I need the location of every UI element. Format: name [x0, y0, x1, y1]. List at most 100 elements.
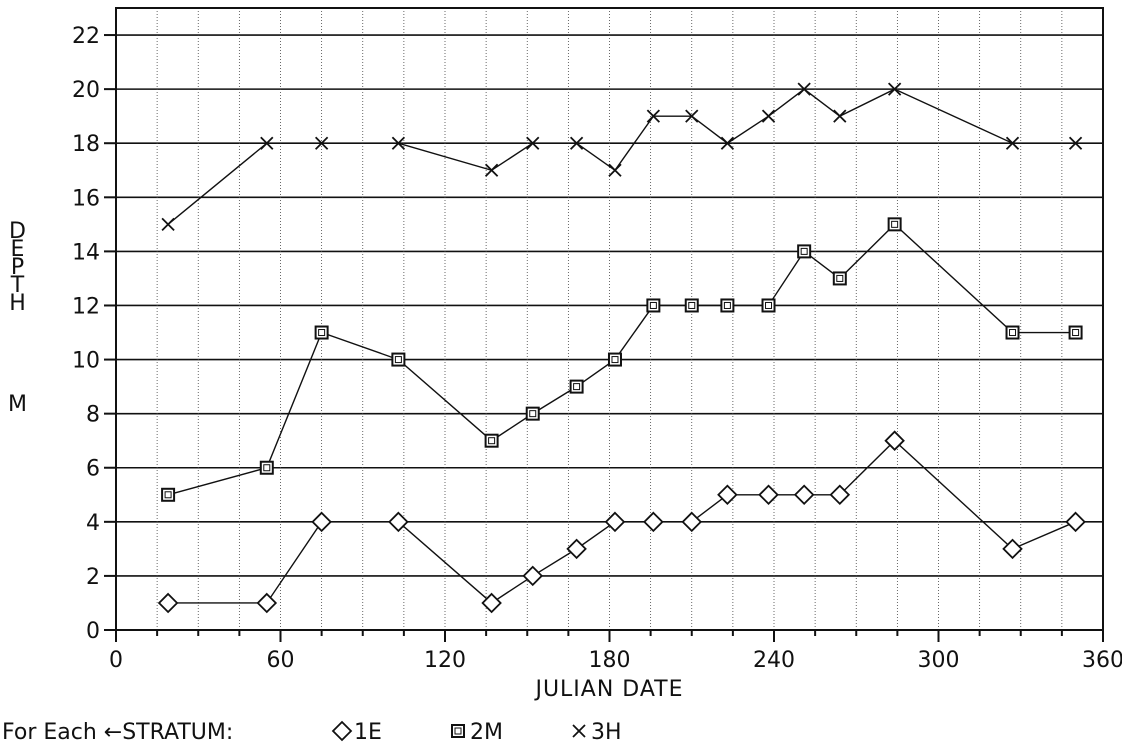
- data-point-x-stroke: [484, 163, 499, 177]
- data-point-x: [685, 109, 699, 123]
- legend-item-1E: 1E: [331, 720, 382, 745]
- data-point-square: [761, 298, 776, 313]
- grid: [116, 8, 1103, 630]
- y-tick-label: 16: [72, 186, 100, 211]
- legend-items: 1E 2M 3H: [331, 720, 622, 745]
- legend-label: 2M: [470, 720, 503, 745]
- series-3H: [161, 82, 1083, 231]
- y-axis-unit: M: [8, 392, 28, 417]
- y-tick-label: 14: [72, 240, 100, 265]
- data-point-square: [1068, 325, 1083, 340]
- data-point-square: [720, 298, 735, 313]
- y-axis-title-letter: D: [9, 219, 27, 244]
- data-point-square: [391, 352, 406, 367]
- data-point-x: [646, 109, 661, 123]
- x-tick-label: 60: [267, 648, 295, 673]
- data-point-x-stroke: [833, 109, 847, 123]
- data-point-square-outer: [887, 217, 902, 232]
- data-point-square-outer: [451, 724, 465, 738]
- data-point-square-inner: [454, 727, 462, 735]
- x-tick-label: 240: [753, 648, 795, 673]
- data-point-square: [451, 724, 465, 738]
- y-tick-label: 20: [72, 78, 100, 103]
- data-point-square-inner: [263, 464, 271, 472]
- data-point-x-stroke: [685, 109, 699, 123]
- legend-label: 1E: [354, 720, 382, 745]
- data-point-square: [646, 298, 661, 313]
- data-point-x-stroke: [720, 136, 735, 150]
- data-point-x: [720, 136, 735, 150]
- data-point-x: [314, 136, 329, 150]
- y-tick-label: 6: [86, 457, 100, 482]
- data-point-x: [391, 136, 406, 150]
- data-point-square: [259, 460, 274, 475]
- data-point-square: [161, 487, 176, 502]
- x-tick-label: 0: [109, 648, 123, 673]
- y-tick-label: 18: [72, 132, 100, 157]
- data-point-diamond: [388, 511, 409, 533]
- data-point-square-outer: [1068, 325, 1083, 340]
- data-point-x: [572, 724, 586, 738]
- data-point-square-outer: [720, 298, 735, 313]
- data-point-x: [1068, 136, 1083, 150]
- data-point-x-stroke: [260, 136, 274, 150]
- data-point-square-inner: [529, 410, 537, 418]
- series-2M: [161, 217, 1083, 502]
- data-point-square-outer: [161, 487, 176, 502]
- data-point-x: [484, 163, 499, 177]
- data-point-x-stroke: [646, 109, 661, 123]
- data-point-square: [832, 271, 847, 286]
- data-point-diamond: [481, 592, 502, 614]
- data-point-square-outer: [646, 298, 661, 313]
- data-point-square-outer: [525, 406, 540, 421]
- series-group: [157, 82, 1086, 614]
- data-point-square: [887, 217, 902, 232]
- data-point-square-outer: [484, 433, 499, 448]
- data-point-x-stroke: [161, 217, 175, 231]
- data-point-diamond: [522, 565, 544, 587]
- y-tick-label: 8: [86, 403, 100, 428]
- axis-ticks: 0 2 4 6 8 10 12 14 16 18 20 22 0 60 120 180 240 300 360: [72, 24, 1122, 673]
- data-point-square: [797, 244, 812, 259]
- data-point-x-stroke: [608, 163, 622, 177]
- data-point-diamond: [311, 511, 332, 533]
- data-point-diamond: [256, 592, 278, 614]
- data-point-x: [833, 109, 847, 123]
- data-point-square-inner: [611, 356, 619, 364]
- data-point-square-inner: [836, 274, 844, 282]
- data-point-square-inner: [1072, 329, 1080, 337]
- data-point-x-stroke: [1068, 136, 1083, 150]
- data-point-x-stroke: [572, 724, 586, 738]
- data-point-diamond: [884, 430, 905, 451]
- data-point-x-stroke: [526, 136, 540, 150]
- series-line: [167, 88, 1076, 225]
- data-point-diamond: [793, 484, 815, 506]
- x-tick-label: 360: [1082, 648, 1122, 673]
- data-point-diamond: [604, 511, 626, 533]
- y-axis-title-letter: T: [10, 273, 25, 298]
- legend-prefix: For Each ←STRATUM:: [2, 720, 233, 745]
- y-tick-label: 10: [72, 349, 100, 374]
- data-point-square-outer: [607, 352, 622, 367]
- data-point-x: [161, 217, 175, 231]
- y-axis-title-letter: P: [11, 255, 25, 280]
- data-point-diamond: [717, 484, 738, 506]
- data-point-square-inner: [800, 247, 808, 255]
- data-point-square-outer: [797, 244, 812, 259]
- data-point-diamond: [829, 484, 851, 506]
- legend: For Each ←STRATUM: 1E 2M 3H: [2, 720, 622, 745]
- data-point-square-inner: [1009, 329, 1017, 337]
- legend-item-3H: 3H: [572, 720, 622, 745]
- data-point-square: [484, 433, 499, 448]
- y-axis-title-letter: H: [9, 291, 27, 316]
- data-point-square: [607, 352, 622, 367]
- legend-item-2M: 2M: [451, 720, 503, 745]
- x-tick-label: 300: [918, 648, 960, 673]
- data-point-diamond: [566, 538, 587, 560]
- data-point-square-outer: [761, 298, 776, 313]
- data-point-square-inner: [488, 437, 496, 445]
- x-tick-label: 120: [424, 648, 466, 673]
- data-point-x-stroke: [391, 136, 406, 150]
- legend-label: 3H: [591, 720, 622, 745]
